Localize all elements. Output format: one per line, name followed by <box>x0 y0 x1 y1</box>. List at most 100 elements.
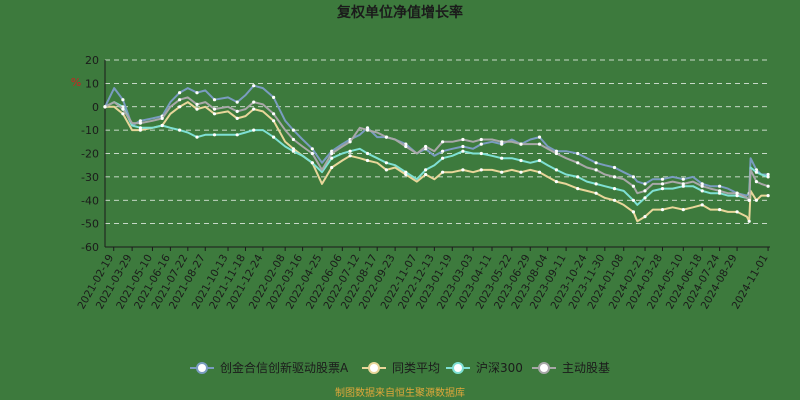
data-point <box>576 161 580 165</box>
data-point <box>479 137 483 142</box>
legend-item[interactable]: 主动股基 <box>532 361 610 375</box>
data-point <box>612 175 617 179</box>
data-point <box>195 102 199 106</box>
data-point <box>195 91 199 95</box>
data-point <box>441 156 445 160</box>
y-tick-label: -40 <box>81 194 99 207</box>
y-tick-label: -30 <box>81 171 99 184</box>
data-point <box>479 151 483 156</box>
data-point <box>330 156 334 160</box>
y-tick-label: 0 <box>92 101 99 114</box>
data-point <box>235 116 239 120</box>
data-point <box>594 168 598 172</box>
data-point <box>479 142 483 146</box>
data-point <box>718 189 722 193</box>
data-point <box>766 194 770 198</box>
data-point <box>612 198 617 202</box>
legend-item[interactable]: 沪深300 <box>446 361 523 375</box>
legend-marker <box>196 362 208 374</box>
data-point <box>365 128 370 132</box>
y-tick-label: -20 <box>81 148 99 161</box>
data-point <box>766 175 770 179</box>
legend-item[interactable]: 同类平均 <box>362 361 440 375</box>
data-point <box>291 149 295 153</box>
data-point <box>195 107 199 111</box>
legend-item[interactable]: 创金合信创新驱动股票A <box>190 360 349 375</box>
data-point <box>681 177 685 181</box>
data-point <box>441 170 445 174</box>
y-tick-label: -60 <box>81 241 99 254</box>
data-point <box>310 147 314 151</box>
data-point <box>272 135 276 139</box>
series-2 <box>103 101 770 206</box>
data-point <box>272 112 276 116</box>
data-point <box>500 142 504 146</box>
data-point <box>735 210 739 214</box>
data-point <box>160 123 164 128</box>
data-point <box>718 208 722 212</box>
data-point <box>681 182 685 186</box>
chart-title: 复权单位净值增长率 <box>336 4 463 21</box>
data-point <box>554 151 559 156</box>
data-point <box>424 144 428 149</box>
data-point <box>537 142 542 146</box>
data-point <box>252 84 256 88</box>
data-point <box>121 112 125 116</box>
legend-label: 主动股基 <box>562 361 610 375</box>
data-point <box>718 184 722 188</box>
source-note: 制图数据来自恒生聚源数据库 <box>335 386 465 399</box>
legend[interactable]: 创金合信创新驱动股票A 同类平均 沪深300 主动股基 <box>190 360 610 375</box>
data-point <box>754 170 759 174</box>
data-point <box>195 135 199 139</box>
legend-label: 同类平均 <box>392 361 440 375</box>
data-point <box>461 137 465 142</box>
series-lines <box>103 84 770 223</box>
data-point <box>235 100 239 104</box>
data-point <box>252 100 256 104</box>
data-point <box>384 168 388 172</box>
data-point <box>291 128 295 132</box>
data-point <box>479 168 483 172</box>
data-point <box>348 140 352 144</box>
data-point <box>718 191 722 195</box>
data-point <box>519 142 523 146</box>
data-point <box>631 198 636 202</box>
y-tick-label: 10 <box>85 77 99 90</box>
legend-label: 沪深300 <box>476 361 523 375</box>
data-point <box>424 172 428 177</box>
data-point <box>212 98 217 102</box>
data-point <box>643 196 647 200</box>
data-point <box>519 170 523 174</box>
data-point <box>310 151 314 156</box>
data-point <box>554 180 559 184</box>
data-point <box>441 140 445 144</box>
data-point <box>235 109 239 113</box>
data-point <box>272 95 276 99</box>
series-1 <box>103 101 770 223</box>
data-point <box>660 177 665 181</box>
data-point <box>700 189 704 193</box>
y-tick-label: -10 <box>81 124 99 137</box>
data-point <box>660 182 665 186</box>
data-point <box>138 128 142 132</box>
data-point <box>291 137 295 142</box>
data-point <box>537 158 542 163</box>
data-point <box>178 105 182 109</box>
data-point <box>103 105 107 109</box>
data-point <box>330 151 334 156</box>
data-point <box>643 182 647 186</box>
series-line <box>104 96 769 202</box>
legend-label: 创金合信创新驱动股票A <box>220 360 349 375</box>
data-point <box>576 175 580 179</box>
data-point <box>735 191 739 195</box>
data-point <box>404 144 408 149</box>
data-point <box>212 133 217 137</box>
data-point <box>537 135 542 139</box>
data-point <box>537 170 542 174</box>
data-point <box>365 151 370 156</box>
series-line <box>105 101 769 223</box>
data-point <box>747 219 751 223</box>
data-point <box>594 161 598 165</box>
data-point <box>348 154 352 158</box>
